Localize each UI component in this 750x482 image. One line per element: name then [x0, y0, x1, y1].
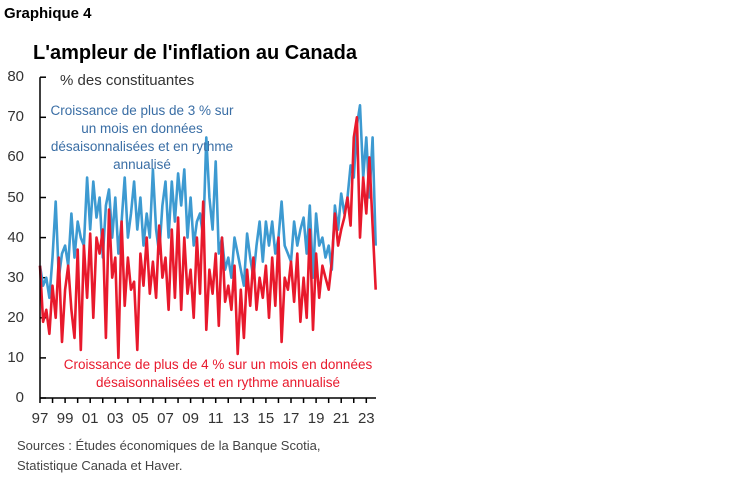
x-tick-label: 15 — [257, 410, 275, 427]
y-tick-label: 70 — [7, 108, 24, 126]
series-label-red: Croissance de plus de 4 % sur un mois en… — [63, 357, 373, 390]
x-tick-label: 09 — [182, 410, 199, 427]
y-tick-label: 30 — [7, 268, 24, 286]
y-tick-label: 60 — [7, 148, 24, 166]
y-tick-label: 20 — [7, 308, 24, 326]
x-tick-label: 07 — [157, 410, 174, 427]
chart-number-label: Graphique 4 — [4, 5, 92, 22]
y-axis-label: % des constituantes — [60, 72, 195, 89]
series-line-3pct — [38, 104, 377, 300]
x-tick-label: 19 — [307, 410, 325, 427]
x-tick-label: 11 — [207, 410, 224, 427]
series-line-4pct — [38, 116, 377, 360]
y-tick-label: 80 — [7, 68, 24, 86]
y-tick-label: 50 — [7, 188, 24, 206]
y-tick-label: 0 — [15, 389, 24, 406]
x-tick-label: 03 — [106, 410, 124, 427]
y-tick-label: 10 — [7, 348, 24, 366]
y-tick-label: 40 — [7, 228, 24, 246]
x-tick-label: 01 — [81, 410, 99, 427]
x-tick-label: 17 — [282, 410, 300, 427]
x-tick-label: 97 — [31, 410, 49, 427]
x-tick-label: 99 — [56, 410, 74, 427]
series-label-blue: Croissance de plus de 3 % sur un mois en… — [50, 103, 234, 172]
x-tick-label: 05 — [132, 410, 149, 427]
chart-title: L'ampleur de l'inflation au Canada — [33, 42, 358, 64]
x-tick-label: 21 — [332, 410, 350, 427]
x-tick-label: 23 — [357, 410, 375, 427]
sources-note: Sources : Études économiques de la Banqu… — [17, 438, 321, 473]
x-tick-label: 13 — [232, 410, 250, 427]
